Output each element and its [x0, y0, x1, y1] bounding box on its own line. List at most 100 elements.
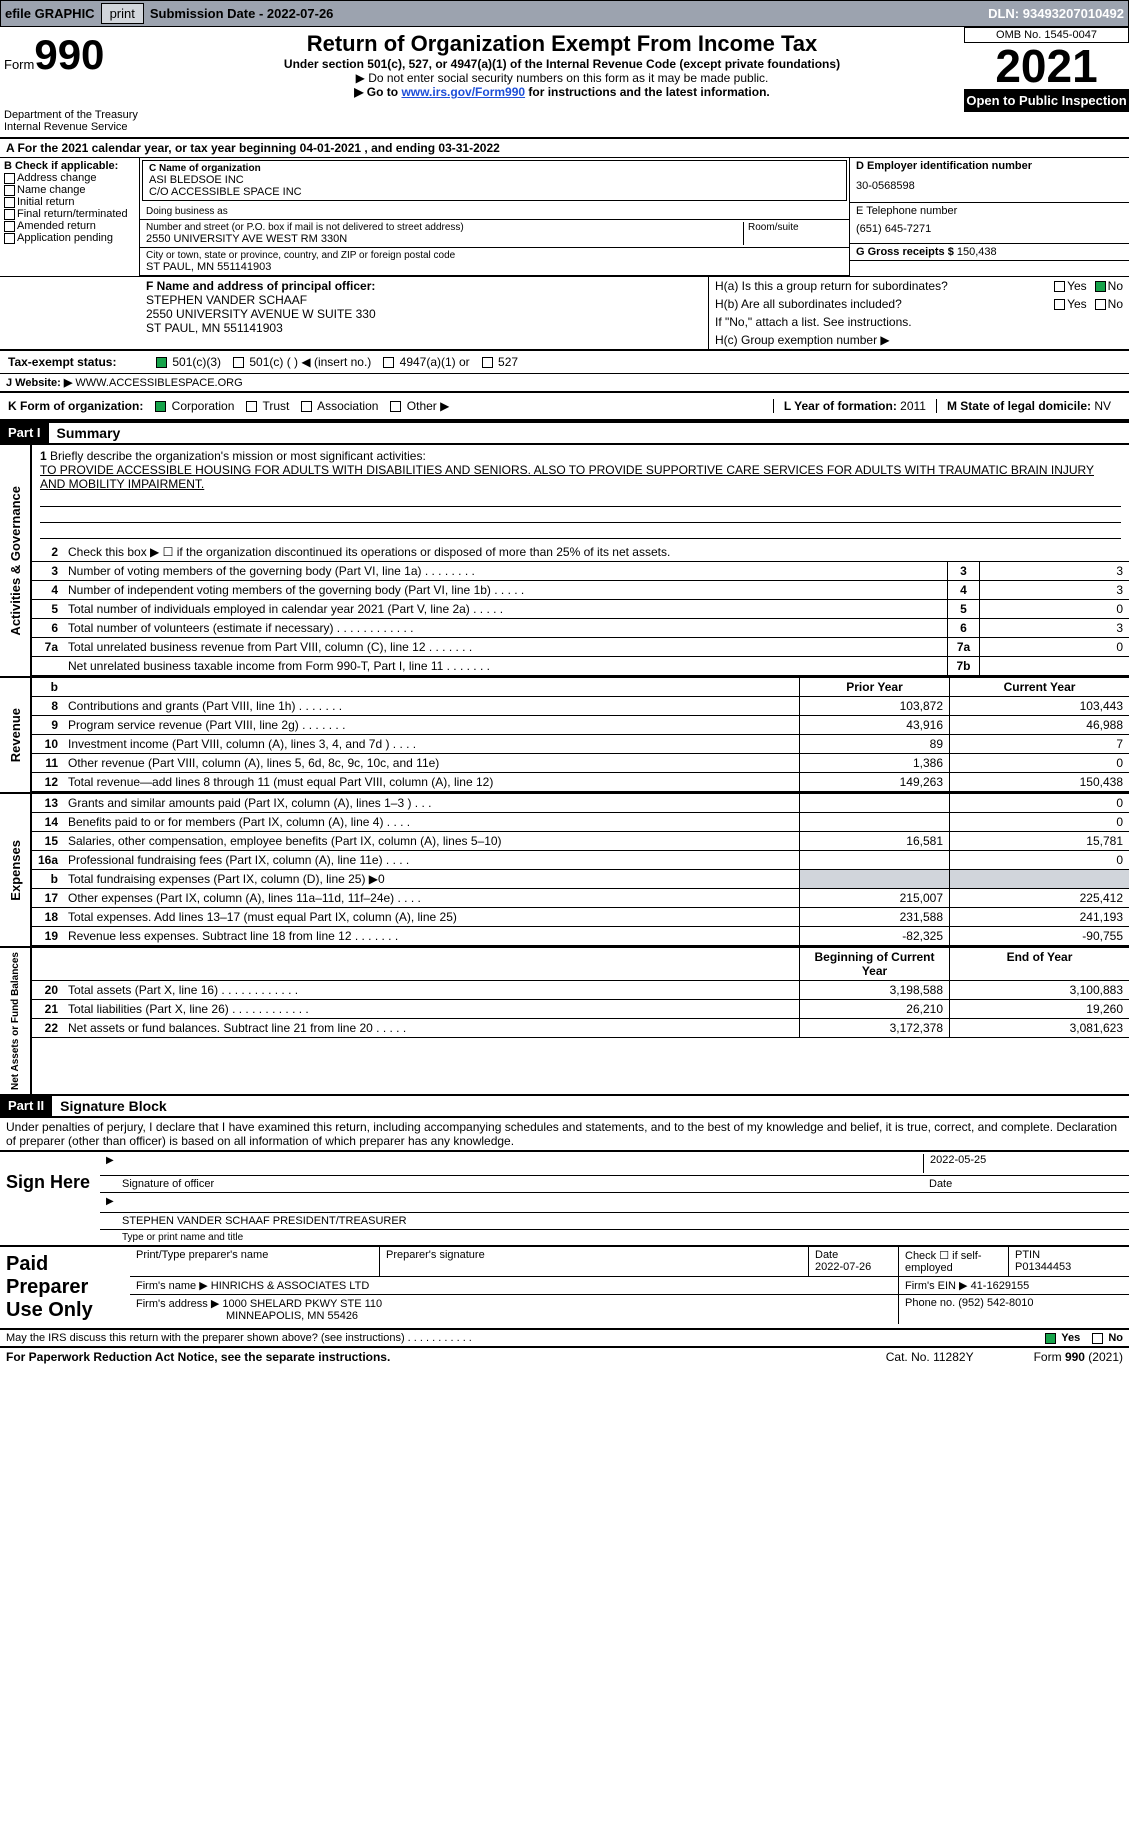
cb-initial-return[interactable]: Initial return [4, 196, 135, 208]
table-row: 14Benefits paid to or for members (Part … [32, 813, 1129, 832]
prep-sig-hdr: Preparer's signature [380, 1247, 809, 1276]
addr-label: Number and street (or P.O. box if mail i… [146, 222, 743, 233]
form-title: Return of Organization Exempt From Incom… [168, 31, 956, 57]
table-row: 20Total assets (Part X, line 16) . . . .… [32, 981, 1129, 1000]
header-right: OMB No. 1545-0047 2021 Open to Public In… [964, 27, 1129, 137]
firm-addr2: MINNEAPOLIS, MN 55426 [136, 1310, 892, 1322]
firm-ein-value: 41-1629155 [971, 1280, 1030, 1292]
begin-year-hdr: Beginning of Current Year [799, 948, 949, 980]
firm-phone-value: (952) 542-8010 [958, 1297, 1033, 1309]
ha-yes-checkbox[interactable] [1054, 281, 1065, 292]
table-row: 21Total liabilities (Part X, line 26) . … [32, 1000, 1129, 1019]
header-left: Form990 Department of the Treasury Inter… [0, 27, 160, 137]
officer-addr1: 2550 UNIVERSITY AVENUE W SUITE 330 [146, 307, 702, 321]
row-j: J Website: ▶ WWW.ACCESSIBLESPACE.ORG [0, 374, 1129, 393]
cb-527[interactable] [482, 357, 493, 368]
table-row: 3Number of voting members of the governi… [32, 562, 1129, 581]
cb-assoc[interactable] [301, 401, 312, 412]
discuss-yes-checkbox[interactable] [1045, 1333, 1056, 1344]
form-header: Form990 Department of the Treasury Inter… [0, 27, 1129, 139]
table-row: 10Investment income (Part VIII, column (… [32, 735, 1129, 754]
hb-yes-checkbox[interactable] [1054, 299, 1065, 310]
cb-trust[interactable] [246, 401, 257, 412]
section-bcd: B Check if applicable: Address change Na… [0, 158, 1129, 277]
table-row: 16aProfessional fundraising fees (Part I… [32, 851, 1129, 870]
sig-date-value: 2022-05-25 [923, 1154, 1123, 1173]
expenses-section: Expenses 13Grants and similar amounts pa… [0, 792, 1129, 946]
h-b-row: H(b) Are all subordinates included? Yes … [709, 295, 1129, 313]
dept-label: Department of the Treasury Internal Reve… [4, 109, 156, 133]
activities-section: Activities & Governance 1 Briefly descri… [0, 445, 1129, 676]
side-net: Net Assets or Fund Balances [8, 948, 23, 1094]
gross-label: G Gross receipts $ [856, 246, 957, 258]
table-row: 8Contributions and grants (Part VIII, li… [32, 697, 1129, 716]
net-header-row: Beginning of Current Year End of Year [32, 948, 1129, 981]
rev-header-row: b Prior Year Current Year [32, 678, 1129, 697]
cb-other[interactable] [390, 401, 401, 412]
room-label: Room/suite [748, 222, 843, 233]
part-1-header: Part I Summary [0, 421, 1129, 445]
firm-addr1: 1000 SHELARD PKWY STE 110 [222, 1298, 382, 1310]
cb-app-pending[interactable]: Application pending [4, 232, 135, 244]
h-c-row: H(c) Group exemption number ▶ [709, 331, 1129, 349]
footer-form: Form 990 (2021) [1034, 1350, 1123, 1364]
discuss-row: May the IRS discuss this return with the… [0, 1330, 1129, 1347]
top-toolbar: efile GRAPHIC print Submission Date - 20… [0, 0, 1129, 27]
officer-addr2: ST PAUL, MN 551141903 [146, 321, 702, 335]
cb-final-return[interactable]: Final return/terminated [4, 208, 135, 220]
tax-exempt-row: Tax-exempt status: 501(c)(3) 501(c) ( ) … [0, 350, 1129, 374]
table-row: 7aTotal unrelated business revenue from … [32, 638, 1129, 657]
org-name-1: ASI BLEDSOE INC [149, 174, 840, 186]
cb-address-change[interactable]: Address change [4, 172, 135, 184]
side-expenses: Expenses [6, 836, 25, 905]
sig-date-label: Date [923, 1178, 1123, 1190]
submission-date-label: Submission Date - 2022-07-26 [150, 6, 334, 21]
tel-label: E Telephone number [856, 205, 1123, 217]
prep-name-hdr: Print/Type preparer's name [130, 1247, 380, 1276]
header-center: Return of Organization Exempt From Incom… [160, 27, 964, 137]
prep-date-value: 2022-07-26 [815, 1261, 892, 1273]
print-button[interactable]: print [101, 3, 144, 24]
table-row: 12Total revenue—add lines 8 through 11 (… [32, 773, 1129, 792]
paid-preparer-label: Paid Preparer Use Only [0, 1247, 130, 1328]
table-row: Net unrelated business taxable income fr… [32, 657, 1129, 676]
footer-cat: Cat. No. 11282Y [886, 1350, 974, 1364]
h-a-row: H(a) Is this a group return for subordin… [709, 277, 1129, 295]
row-k: K Form of organization: Corporation Trus… [0, 393, 1129, 421]
perjury-text: Under penalties of perjury, I declare th… [0, 1118, 1129, 1150]
tax-year: 2021 [964, 43, 1129, 89]
cb-name-change[interactable]: Name change [4, 184, 135, 196]
cb-501c[interactable] [233, 357, 244, 368]
end-year-hdr: End of Year [949, 948, 1129, 980]
mission-text: TO PROVIDE ACCESSIBLE HOUSING FOR ADULTS… [40, 463, 1121, 491]
col-b-label: B Check if applicable: [4, 160, 135, 172]
cb-501c3[interactable] [156, 357, 167, 368]
form-990-page: efile GRAPHIC print Submission Date - 20… [0, 0, 1129, 1366]
org-name-2: C/O ACCESSIBLE SPACE INC [149, 186, 840, 198]
cb-corp[interactable] [155, 401, 166, 412]
table-row: bTotal fundraising expenses (Part IX, co… [32, 870, 1129, 889]
footer-left: For Paperwork Reduction Act Notice, see … [6, 1350, 886, 1364]
firm-name-value: HINRICHS & ASSOCIATES LTD [211, 1280, 370, 1292]
irs-link[interactable]: www.irs.gov/Form990 [401, 85, 525, 99]
paid-preparer-block: Paid Preparer Use Only Print/Type prepar… [0, 1245, 1129, 1330]
discuss-no-checkbox[interactable] [1092, 1333, 1103, 1344]
state-domicile: NV [1094, 399, 1111, 413]
table-row: 6Total number of volunteers (estimate if… [32, 619, 1129, 638]
dln-label: DLN: 93493207010492 [988, 6, 1124, 21]
side-activities: Activities & Governance [6, 482, 25, 640]
ha-no-checkbox[interactable] [1095, 281, 1106, 292]
sig-nametype-label: Type or print name and title [100, 1230, 1129, 1245]
note-2: ▶ Go to www.irs.gov/Form990 for instruct… [168, 85, 956, 99]
sig-officer-label: Signature of officer [106, 1178, 923, 1190]
officer-name: STEPHEN VANDER SCHAAF [146, 293, 702, 307]
cb-amended-return[interactable]: Amended return [4, 220, 135, 232]
hb-no-checkbox[interactable] [1095, 299, 1106, 310]
side-revenue: Revenue [6, 704, 25, 766]
row-a: A For the 2021 calendar year, or tax yea… [0, 139, 1129, 158]
org-address: 2550 UNIVERSITY AVE WEST RM 330N [146, 233, 743, 245]
sign-here-block: Sign Here 2022-05-25 Signature of office… [0, 1150, 1129, 1245]
current-year-hdr: Current Year [949, 678, 1129, 696]
cb-4947[interactable] [383, 357, 394, 368]
city-label: City or town, state or province, country… [146, 250, 843, 261]
